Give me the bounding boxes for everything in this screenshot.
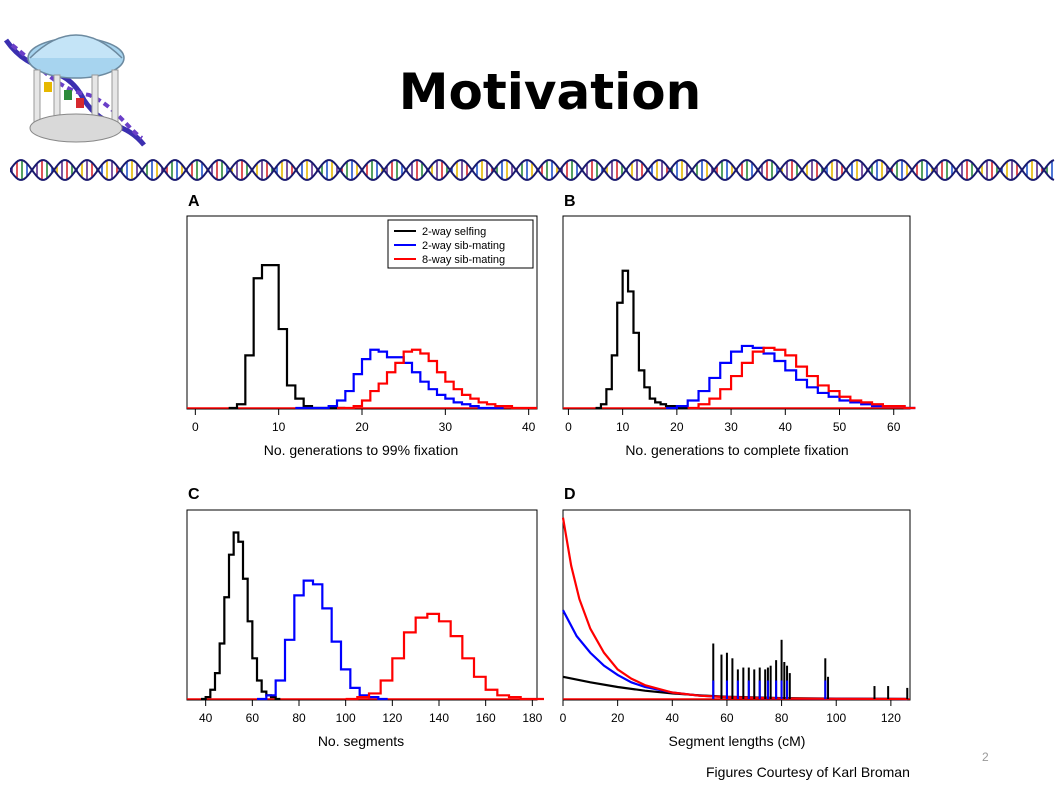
panel-a-ticks: 0 10 20 30 40 (192, 409, 536, 434)
panel-b-tick-label: 40 (779, 420, 793, 434)
figure-credit: Figures Courtesy of Karl Broman (706, 764, 910, 780)
slide-number: 2 (982, 750, 989, 764)
panel-c-series-0 (201, 531, 281, 701)
panel-b: B 0 10 20 30 40 50 60 No. generations to compl… (562, 193, 916, 458)
panel-c-tick-label: 140 (429, 711, 449, 725)
panel-a-series-0 (228, 264, 346, 410)
old-well-dna-logo-icon (4, 34, 146, 147)
panel-c-tick-label: 120 (382, 711, 402, 725)
panel-c-tick-label: 160 (476, 711, 496, 725)
panel-d-xlabel: Segment lengths (cM) (669, 733, 806, 749)
panel-b-tick-label: 10 (616, 420, 630, 434)
panel-b-series-2 (687, 346, 916, 410)
panel-a-series (187, 264, 537, 410)
panel-b-series-1 (666, 344, 916, 410)
legend: 2-way selfing 2-way sib-mating 8-way sib… (387, 219, 534, 269)
panel-d-series (561, 517, 910, 701)
panel-a-series-2 (337, 348, 537, 410)
panel-d-label: D (564, 486, 576, 503)
panel-c-tick-label: 60 (246, 711, 260, 725)
panel-c-series (187, 531, 544, 701)
dna-helix-divider-icon (10, 159, 1055, 181)
panel-c-xlabel: No. segments (318, 733, 404, 749)
panel-d-tick-label: 40 (666, 711, 680, 725)
legend-item-selfing: 2-way selfing (422, 226, 486, 238)
panel-d-tick-label: 120 (881, 711, 901, 725)
panel-c-frame (186, 509, 538, 701)
panel-a-tick-label: 40 (522, 420, 536, 434)
panel-c-ticks: 40 60 80 100 120 140 160 180 (199, 700, 543, 725)
panel-c-tick-label: 100 (336, 711, 356, 725)
panel-b-tick-label: 50 (833, 420, 847, 434)
slide-title: Motivation (398, 63, 702, 121)
panel-b-frame (562, 215, 911, 410)
panel-c-tick-label: 40 (199, 711, 213, 725)
panel-d-tick-label: 80 (775, 711, 789, 725)
panel-b-series-0 (595, 269, 688, 410)
panel-d-series-2 (561, 517, 908, 701)
panel-b-series (563, 269, 916, 410)
panel-d-tick-label: 20 (611, 711, 625, 725)
panel-d-tick-label: 60 (720, 711, 734, 725)
panel-c-tick-label: 80 (292, 711, 306, 725)
panel-b-label: B (564, 193, 576, 210)
panel-a-tick-label: 20 (355, 420, 369, 434)
panel-d-tick-label: 100 (826, 711, 846, 725)
panel-b-ticks: 0 10 20 30 40 50 60 (565, 409, 901, 434)
panel-a: A 0 10 20 30 40 No. generations to 99% fixat… (186, 193, 538, 458)
panel-c-label: C (188, 486, 200, 503)
panel-c: C 40 60 80 100 120 140 160 180 No. segments (186, 486, 544, 749)
panel-d: D 0 20 40 60 80 100 120 Segment lengths (cM) (560, 486, 911, 749)
panel-a-label: A (188, 193, 200, 210)
panel-d-frame (562, 509, 911, 701)
panel-c-tick-label: 180 (522, 711, 542, 725)
panel-c-series-2 (345, 612, 544, 701)
panel-b-tick-label: 60 (887, 420, 901, 434)
panel-d-series-0 (562, 675, 908, 701)
panel-a-tick-label: 0 (192, 420, 199, 434)
panel-a-tick-label: 30 (439, 420, 453, 434)
panel-a-tick-label: 10 (272, 420, 286, 434)
panel-c-series-1 (257, 579, 388, 701)
legend-item-sib: 2-way sib-mating (422, 240, 505, 252)
panel-d-tick-label: 0 (560, 711, 567, 725)
panel-b-xlabel: No. generations to complete fixation (625, 442, 848, 458)
legend-item-eight: 8-way sib-mating (422, 254, 505, 266)
panel-a-xlabel: No. generations to 99% fixation (264, 442, 459, 458)
panel-b-tick-label: 20 (670, 420, 684, 434)
panel-b-tick-label: 0 (565, 420, 572, 434)
panel-b-tick-label: 30 (724, 420, 738, 434)
panel-d-ticks: 0 20 40 60 80 100 120 (560, 700, 901, 725)
